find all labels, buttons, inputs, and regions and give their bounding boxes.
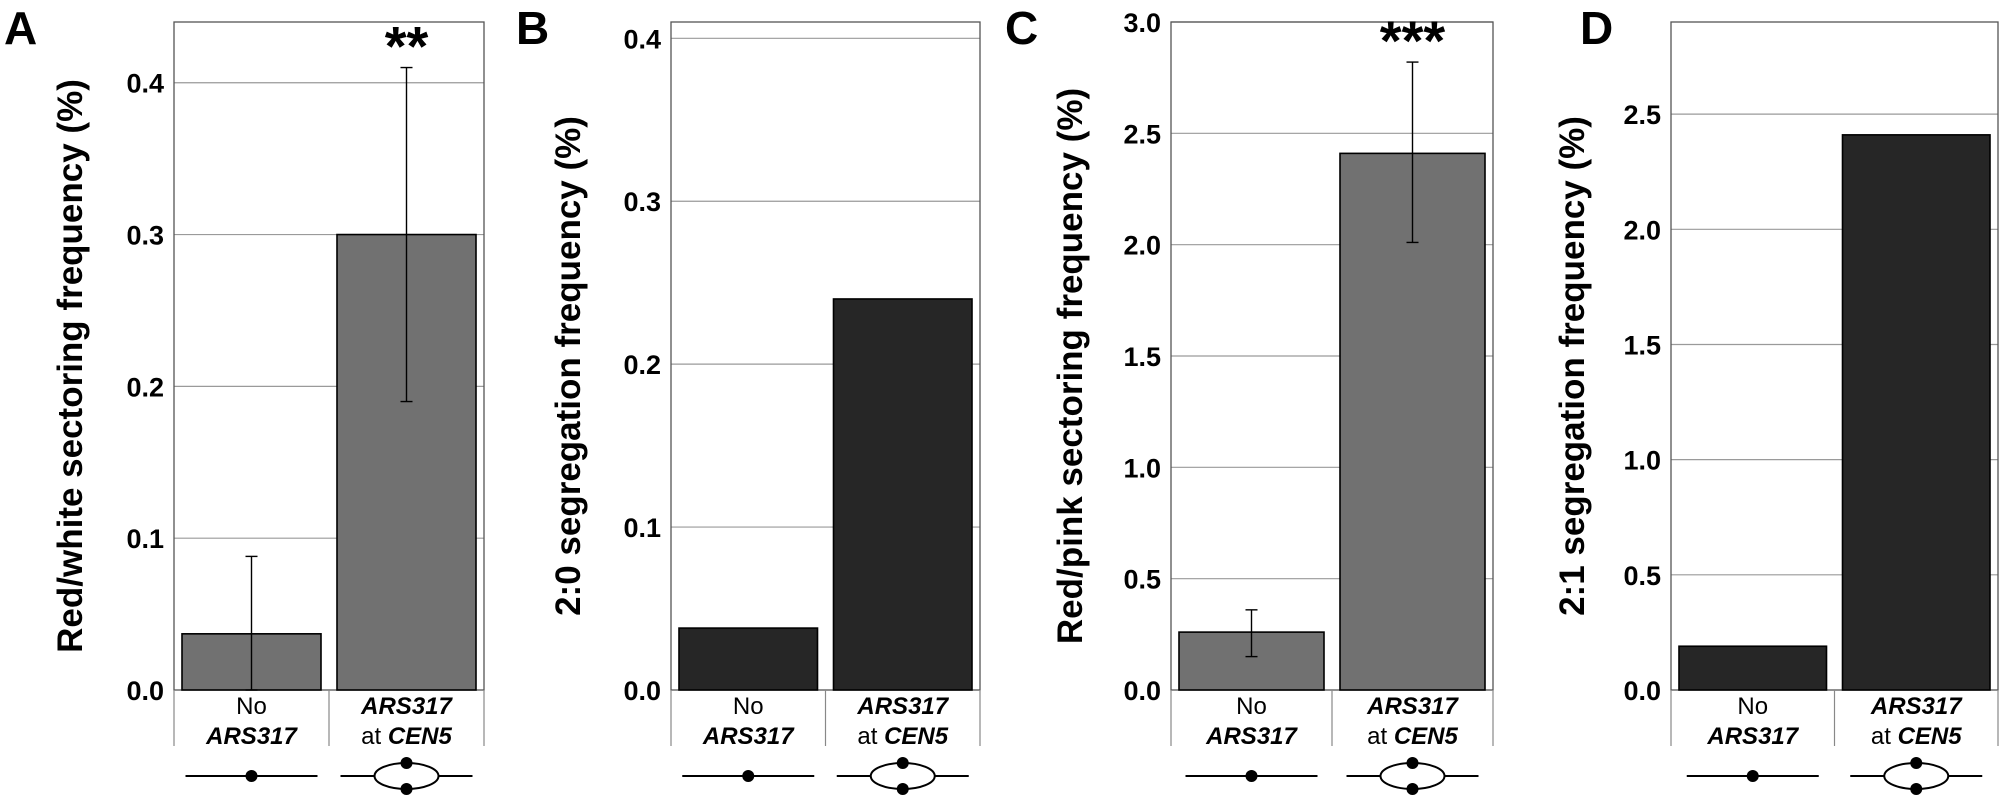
category-label-name: ARS317 bbox=[1205, 723, 1298, 750]
category-label-name: ARS317 bbox=[1706, 723, 1799, 750]
panel-c: 0.0 0.5 1.0 1.5 2.0 2.5 3.0 Red/pink sectoring … bbox=[1005, 2, 1494, 795]
category-label-line1: No bbox=[1737, 693, 1768, 720]
y-tick-label: 0.4 bbox=[126, 69, 164, 99]
category-label-name: CEN5 bbox=[1898, 723, 1963, 750]
bubble-chromosome-icon bbox=[1346, 757, 1479, 795]
y-tick-label: 0.0 bbox=[623, 676, 661, 706]
category-label-name: CEN5 bbox=[884, 723, 949, 750]
panel-b: 0.0 0.1 0.2 0.3 0.4 2:0 segregation frequency… bbox=[516, 2, 981, 795]
category-label-prefix: at bbox=[1367, 723, 1394, 750]
centromere-dot bbox=[400, 757, 413, 769]
linear-chromosome-icon bbox=[1686, 770, 1819, 782]
category-label-name: ARS317 bbox=[702, 723, 795, 750]
bar bbox=[1678, 645, 1828, 691]
panel-a: 0.0 0.1 0.2 0.3 0.4 Red/white sectoring frequ… bbox=[4, 2, 485, 795]
category-label-line2: ARS317 bbox=[702, 723, 795, 750]
centromere-dot bbox=[400, 783, 413, 795]
y-tick-label: 0.0 bbox=[1123, 676, 1161, 706]
y-tick-label: 3.0 bbox=[1123, 8, 1161, 38]
y-axis-label: 2:1 segregation frequency (%) bbox=[1553, 116, 1592, 616]
centromere-dot bbox=[896, 783, 909, 795]
y-tick-label: 2.0 bbox=[1123, 231, 1161, 261]
category-label-prefix: at bbox=[857, 723, 884, 750]
y-axis-label: 2:0 segregation frequency (%) bbox=[549, 116, 588, 616]
category-label-line2: ARS317 bbox=[1205, 723, 1298, 750]
category-label-line1: No bbox=[1236, 693, 1267, 720]
bar bbox=[1841, 134, 1991, 691]
centromere-dot bbox=[1406, 757, 1419, 769]
category-label-line2: at CEN5 bbox=[1871, 723, 1962, 750]
category-label-line1: No bbox=[733, 693, 764, 720]
linear-chromosome-icon bbox=[185, 770, 318, 782]
y-tick-label: 0.2 bbox=[623, 350, 661, 380]
category-label-line1: ARS317 bbox=[1366, 693, 1459, 720]
y-tick-label: 0.3 bbox=[126, 221, 164, 251]
category-label-line1: No bbox=[236, 693, 267, 720]
y-tick-label: 0.0 bbox=[1623, 676, 1661, 706]
category-label-line2: ARS317 bbox=[1706, 723, 1799, 750]
y-tick-label: 1.0 bbox=[1123, 453, 1161, 483]
category-label-prefix: at bbox=[1871, 723, 1898, 750]
y-tick-label: 2.0 bbox=[1623, 215, 1661, 245]
y-tick-label: 1.0 bbox=[1623, 446, 1661, 476]
centromere-dot bbox=[1406, 783, 1419, 795]
category-label-name: ARS317 bbox=[205, 723, 298, 750]
bar bbox=[678, 627, 819, 691]
y-axis-label: Red/white sectoring frequency (%) bbox=[51, 79, 90, 653]
category-label-line2: at CEN5 bbox=[1367, 723, 1458, 750]
centromere-dot bbox=[1245, 770, 1258, 782]
centromere-dot bbox=[1910, 757, 1923, 769]
linear-chromosome-icon bbox=[1185, 770, 1318, 782]
panel-d: 0.0 0.5 1.0 1.5 2.0 2.5 2:1 segregation freque… bbox=[1553, 2, 1999, 795]
panel-letter: D bbox=[1580, 2, 1613, 54]
y-tick-label: 1.5 bbox=[1123, 342, 1161, 372]
y-tick-label: 0.1 bbox=[126, 524, 164, 554]
category-label-name: CEN5 bbox=[388, 723, 453, 750]
category-label-line2: ARS317 bbox=[205, 723, 298, 750]
category-label-line1: ARS317 bbox=[360, 693, 453, 720]
centromere-dot bbox=[896, 757, 909, 769]
y-tick-label: 0.3 bbox=[623, 187, 661, 217]
y-axis-label: Red/pink sectoring frequency (%) bbox=[1051, 88, 1090, 644]
centromere-dot bbox=[742, 770, 755, 782]
y-tick-label: 0.0 bbox=[126, 676, 164, 706]
bubble-chromosome-icon bbox=[340, 757, 473, 795]
y-tick-label: 0.5 bbox=[1623, 561, 1661, 591]
y-tick-label: 0.4 bbox=[623, 24, 661, 54]
y-tick-label: 0.1 bbox=[623, 513, 661, 543]
category-label-line2: at CEN5 bbox=[361, 723, 452, 750]
significance-marker: *** bbox=[1380, 9, 1446, 72]
category-label-name: CEN5 bbox=[1394, 723, 1459, 750]
category-label-line1: ARS317 bbox=[856, 693, 949, 720]
y-tick-label: 0.5 bbox=[1123, 565, 1161, 595]
panel-letter: C bbox=[1005, 2, 1038, 54]
category-label-line2: at CEN5 bbox=[857, 723, 948, 750]
panel-letter: A bbox=[4, 2, 37, 54]
y-tick-label: 1.5 bbox=[1623, 330, 1661, 360]
centromere-dot bbox=[1910, 783, 1923, 795]
bar bbox=[832, 298, 973, 691]
centromere-dot bbox=[245, 770, 258, 782]
panel-letter: B bbox=[516, 2, 549, 54]
category-label-prefix: at bbox=[361, 723, 388, 750]
centromere-dot bbox=[1746, 770, 1759, 782]
bubble-chromosome-icon bbox=[836, 757, 969, 795]
y-tick-label: 0.2 bbox=[126, 372, 164, 402]
y-tick-label: 2.5 bbox=[1623, 100, 1661, 130]
linear-chromosome-icon bbox=[682, 770, 815, 782]
significance-marker: ** bbox=[385, 15, 429, 78]
y-tick-label: 2.5 bbox=[1123, 119, 1161, 149]
bubble-chromosome-icon bbox=[1850, 757, 1983, 795]
category-label-line1: ARS317 bbox=[1870, 693, 1963, 720]
